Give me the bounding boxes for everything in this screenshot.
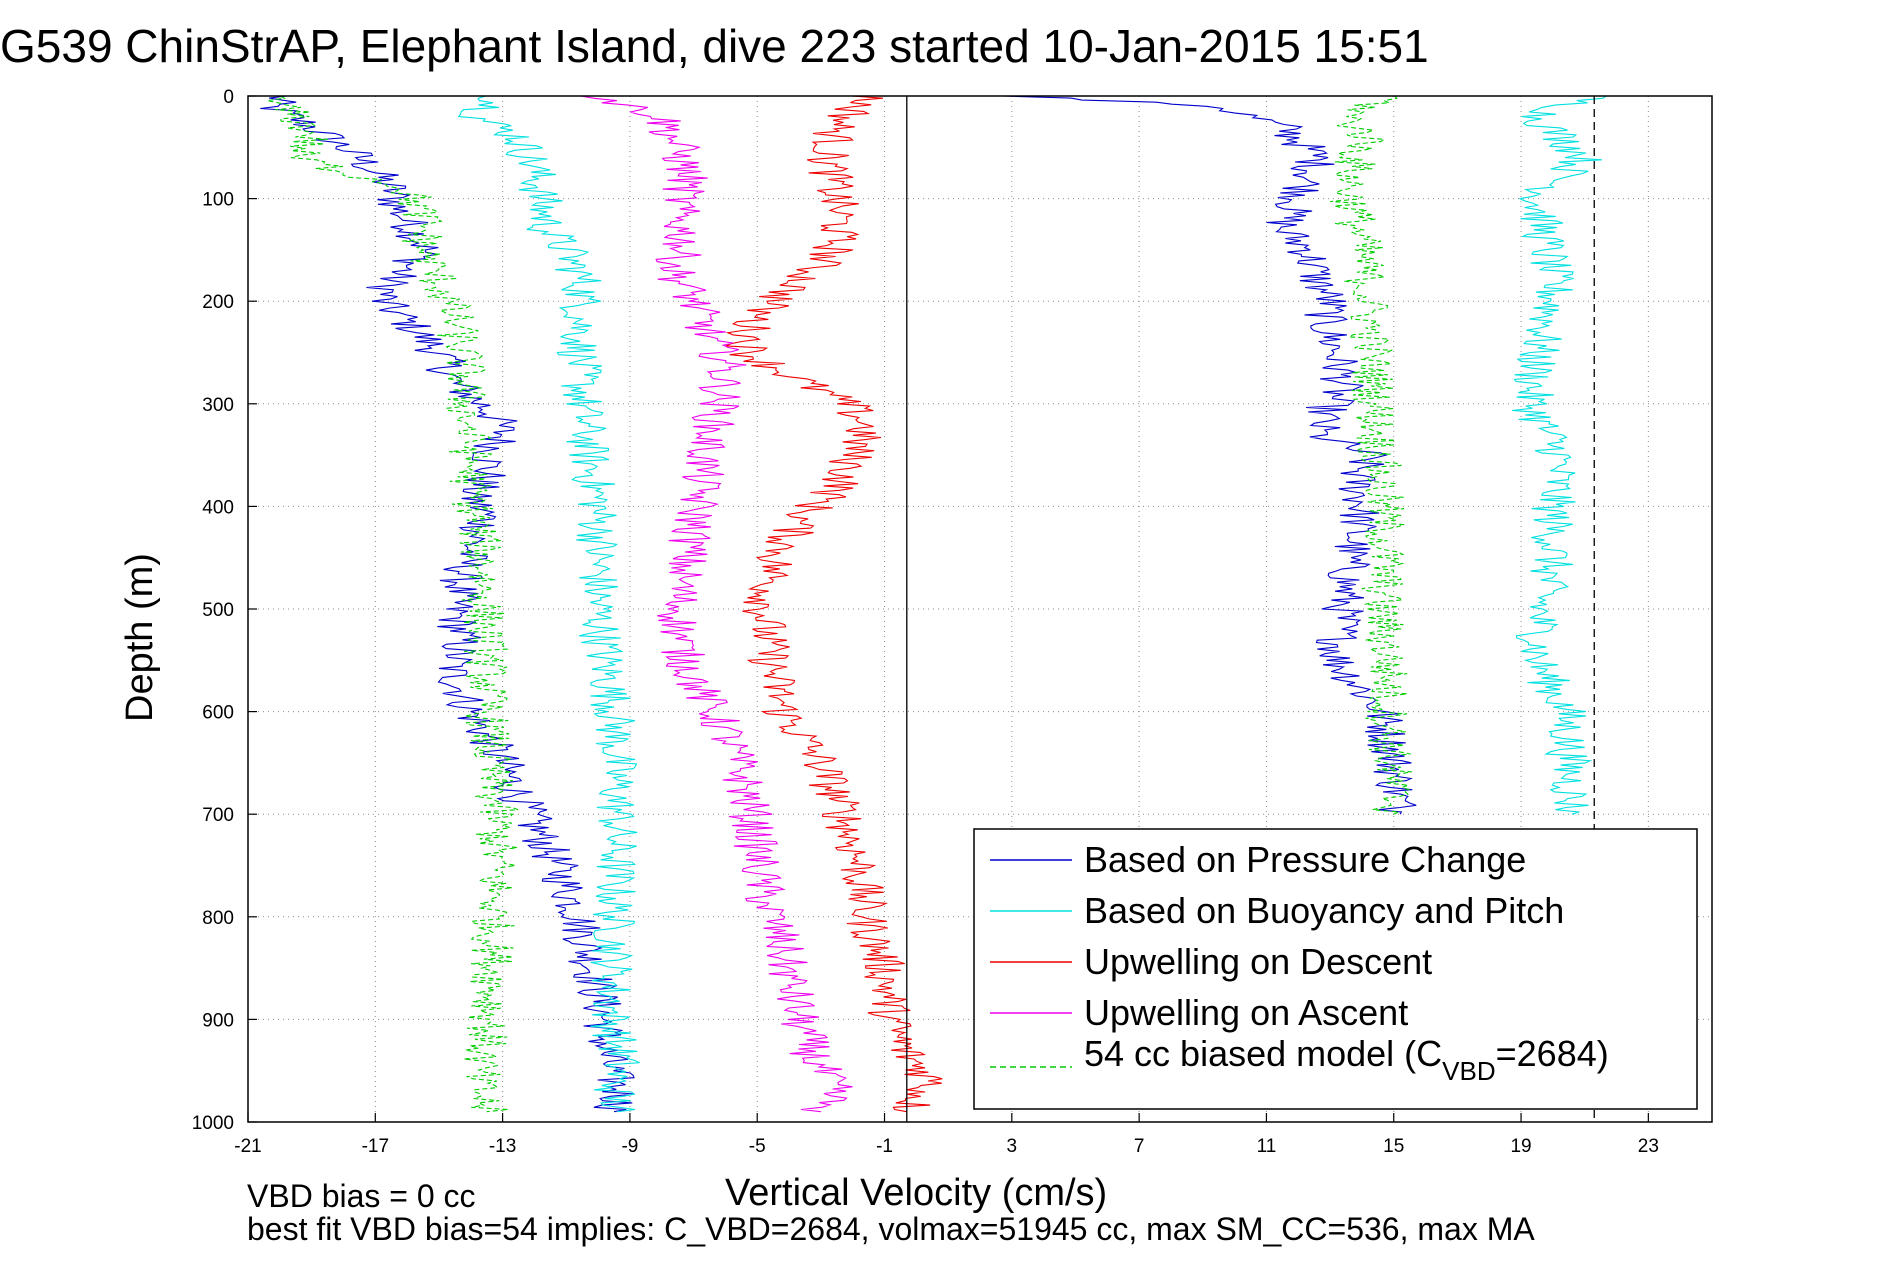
legend-label-upwelling-ascent: Upwelling on Ascent — [1084, 992, 1408, 1033]
series-line — [1512, 95, 1607, 815]
x-tick-label: 19 — [1510, 1136, 1531, 1157]
x-tick-label: 11 — [1257, 1136, 1277, 1157]
y-tick-label: 300 — [202, 395, 234, 416]
series-line — [260, 95, 635, 1113]
x-tick-label: 15 — [1383, 1136, 1404, 1157]
series-4 — [266, 95, 1412, 1113]
x-axis-label: Vertical Velocity (cm/s) — [725, 1172, 1107, 1214]
series-line — [457, 95, 640, 1113]
x-axis-ticks: -21 -17 -13 -9 -5 -1 3 7 11 15 19 23 — [234, 1113, 1659, 1157]
x-tick-label: 7 — [1134, 1136, 1145, 1157]
legend-model-subscript: VBD — [1442, 1056, 1495, 1086]
x-tick-label: -1 — [876, 1136, 893, 1157]
series-line — [580, 95, 853, 1113]
legend-model-prefix: 54 cc biased model (C — [1084, 1033, 1442, 1074]
x-tick-label: -13 — [489, 1136, 516, 1157]
reference-lines — [906, 96, 1595, 1122]
legend-label-buoyancy-pitch: Based on Buoyancy and Pitch — [1084, 890, 1564, 931]
y-tick-label: 400 — [202, 497, 234, 518]
series-line — [1002, 95, 1417, 815]
series-1 — [457, 95, 1607, 1113]
x-tick-label: 23 — [1638, 1136, 1659, 1157]
x-tick-label: -5 — [749, 1136, 766, 1157]
legend-label-biased-model: 54 cc biased model (CVBD=2684) — [1084, 1033, 1609, 1086]
y-tick-label: 0 — [223, 87, 234, 108]
y-tick-label: 1000 — [192, 1113, 234, 1134]
legend-label-upwelling-descent: Upwelling on Descent — [1084, 941, 1432, 982]
series-line — [266, 95, 519, 1113]
y-tick-label: 100 — [202, 190, 234, 211]
y-tick-label: 600 — [202, 703, 234, 724]
x-tick-label: -9 — [621, 1136, 638, 1157]
y-tick-label: 800 — [202, 908, 234, 929]
y-tick-label: 200 — [202, 292, 234, 313]
y-tick-label: 500 — [202, 600, 234, 621]
legend-label-pressure-change: Based on Pressure Change — [1084, 839, 1526, 880]
series-layer — [260, 95, 1607, 1113]
vbd-bias-note: VBD bias = 0 cc — [247, 1178, 476, 1214]
series-0 — [260, 95, 1417, 1113]
series-2 — [725, 95, 943, 1113]
series-3 — [580, 95, 853, 1113]
y-tick-label: 900 — [202, 1010, 234, 1031]
series-line — [1330, 95, 1412, 815]
y-tick-label: 700 — [202, 805, 234, 826]
x-tick-label: 3 — [1007, 1136, 1018, 1157]
series-line — [725, 95, 943, 1113]
legend: Based on Pressure Change Based on Buoyan… — [973, 828, 1698, 1110]
y-axis-ticks: 0 100 200 300 400 500 600 700 800 900 1000 — [192, 87, 257, 1134]
chart-title: G539 ChinStrAP, Elephant Island, dive 22… — [0, 20, 1429, 72]
y-axis-label: Depth (m) — [119, 553, 161, 722]
legend-box — [973, 828, 1698, 1110]
legend-model-suffix: =2684) — [1496, 1033, 1609, 1074]
best-fit-note: best fit VBD bias=54 implies: C_VBD=2684… — [247, 1211, 1535, 1247]
x-tick-label: -17 — [362, 1136, 389, 1157]
x-tick-label: -21 — [234, 1136, 261, 1157]
